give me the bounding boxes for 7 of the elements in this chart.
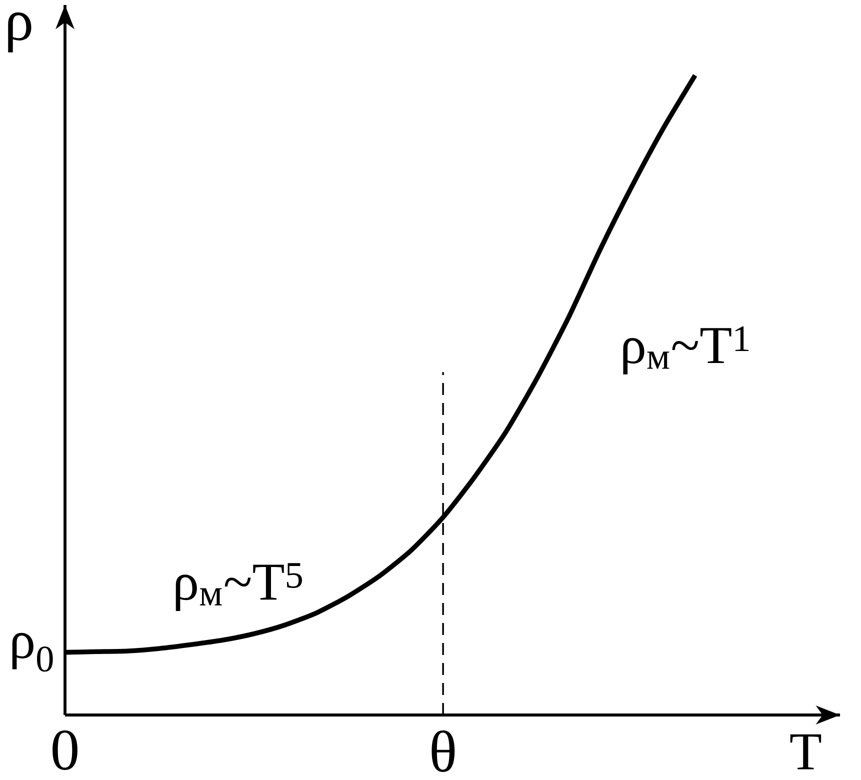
- x-tick-label: θ: [432, 730, 455, 772]
- x-tick-label: 0: [52, 730, 78, 770]
- y-axis-title: ρ: [8, 12, 32, 52]
- x-axis-title: T: [790, 734, 822, 770]
- annotation: ρ$_{м}$~T$^{5}$: [176, 563, 302, 611]
- annotation: ρ$_{м}$~T$^{1}$: [623, 326, 749, 374]
- annotation: ρ$_{0}$: [12, 632, 53, 672]
